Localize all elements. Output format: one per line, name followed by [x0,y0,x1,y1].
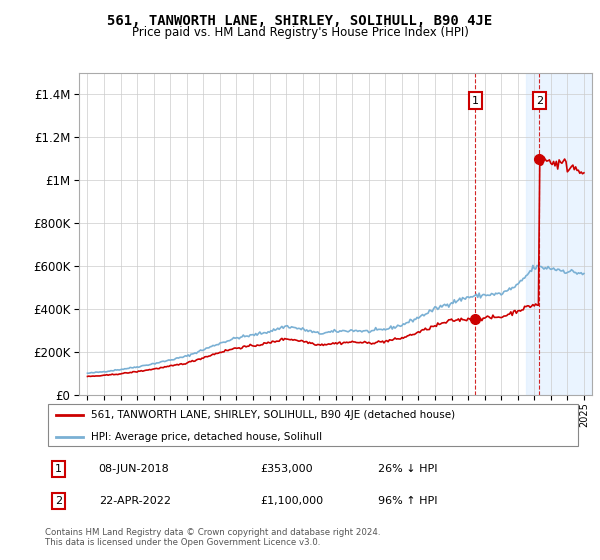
Text: £353,000: £353,000 [260,464,313,474]
Text: 08-JUN-2018: 08-JUN-2018 [98,464,169,474]
Text: 96% ↑ HPI: 96% ↑ HPI [378,496,437,506]
Text: 561, TANWORTH LANE, SHIRLEY, SOLIHULL, B90 4JE: 561, TANWORTH LANE, SHIRLEY, SOLIHULL, B… [107,14,493,28]
Text: 2: 2 [536,96,543,106]
Text: Contains HM Land Registry data © Crown copyright and database right 2024.
This d: Contains HM Land Registry data © Crown c… [45,528,380,547]
Text: Price paid vs. HM Land Registry's House Price Index (HPI): Price paid vs. HM Land Registry's House … [131,26,469,39]
FancyBboxPatch shape [47,404,578,446]
Text: £1,100,000: £1,100,000 [260,496,323,506]
Text: 26% ↓ HPI: 26% ↓ HPI [378,464,437,474]
Text: 1: 1 [55,464,62,474]
Text: 2: 2 [55,496,62,506]
Text: 22-APR-2022: 22-APR-2022 [98,496,170,506]
Bar [526,73,592,395]
Text: HPI: Average price, detached house, Solihull: HPI: Average price, detached house, Soli… [91,432,322,441]
Text: 561, TANWORTH LANE, SHIRLEY, SOLIHULL, B90 4JE (detached house): 561, TANWORTH LANE, SHIRLEY, SOLIHULL, B… [91,410,455,420]
Text: 1: 1 [472,96,479,106]
